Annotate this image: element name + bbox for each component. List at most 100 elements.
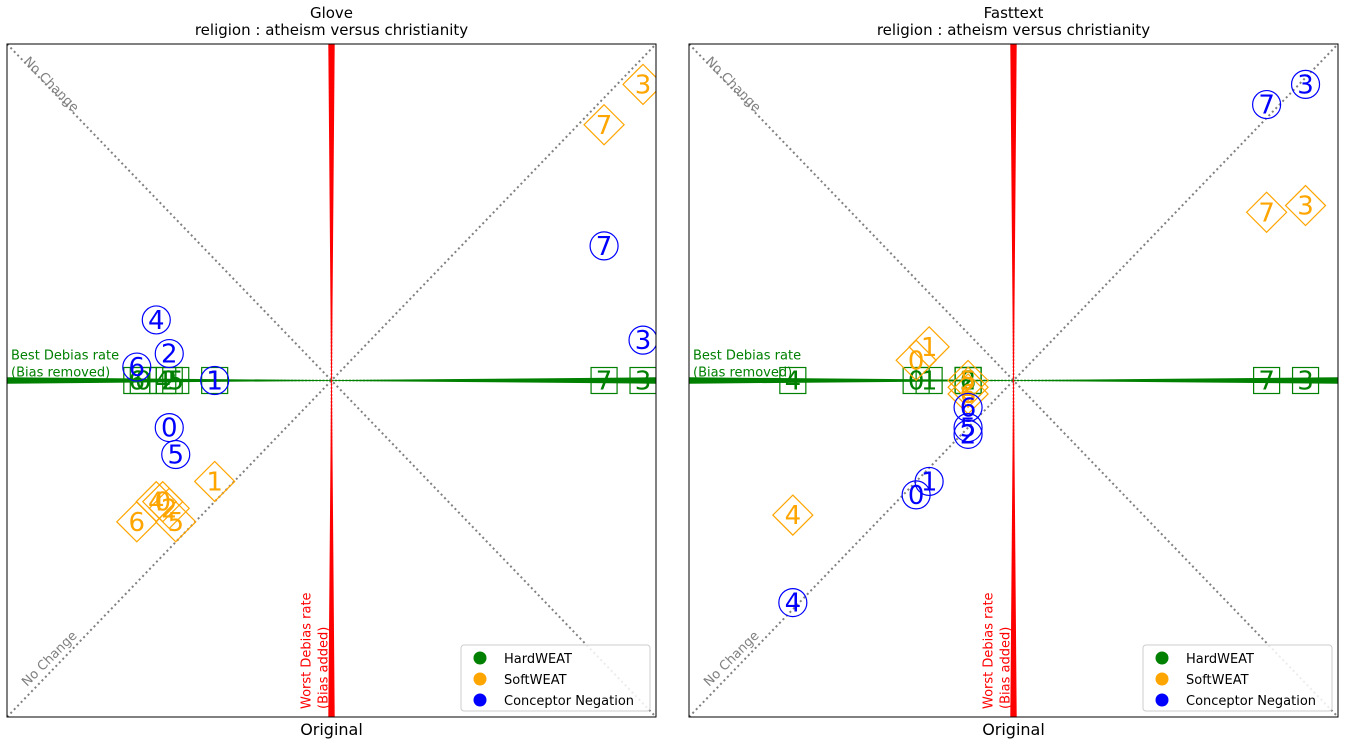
- point-label: 2: [960, 367, 977, 397]
- square-marker: [629, 366, 656, 395]
- data-point: 5: [154, 500, 197, 543]
- point-label: 3: [1297, 367, 1314, 397]
- data-point: 0: [895, 339, 937, 382]
- best-debias-label: Best Debias rate: [11, 349, 119, 364]
- plot-frame: [6, 43, 657, 718]
- point-label: 4: [785, 501, 802, 531]
- circle-marker: [628, 325, 656, 355]
- circle-marker: [141, 305, 171, 335]
- point-label: 5: [167, 441, 184, 471]
- chart-title: Fasttext: [984, 4, 1044, 22]
- data-point: 1: [200, 365, 230, 397]
- diamond-marker: [947, 359, 989, 402]
- data-point: 1: [201, 366, 229, 397]
- diamond-marker: [1284, 184, 1327, 227]
- no-change-line-falling: [7, 44, 656, 717]
- square-marker: [590, 366, 618, 395]
- point-label: 3: [1297, 192, 1314, 222]
- circle-marker: [161, 439, 191, 470]
- data-point: 3: [622, 63, 656, 106]
- worst-debias-label: Worst Debias rate: [982, 592, 997, 709]
- point-label: 3: [1297, 70, 1314, 100]
- square-marker: [162, 366, 190, 395]
- best-debias-note: (Bias removed): [11, 366, 110, 381]
- diamond-marker: [771, 494, 814, 536]
- legend: HardWEAT SoftWEAT Conceptor Negation: [460, 644, 651, 712]
- square-marker: [779, 366, 807, 395]
- point-label: 1: [206, 467, 223, 497]
- no-change-label-bottom: No Change: [701, 629, 762, 690]
- no-change-label-top: No Change: [702, 54, 763, 115]
- diamond-marker: [154, 500, 197, 543]
- circle-marker: [154, 338, 184, 369]
- data-point: 4: [771, 494, 814, 536]
- point-label: 3: [635, 70, 652, 100]
- circle-marker: [953, 419, 983, 449]
- point-label: 6: [129, 353, 146, 383]
- point-label: 6: [960, 393, 977, 423]
- point-label: 6: [960, 367, 977, 397]
- data-point: 1: [908, 326, 950, 368]
- chart-subtitle: religion : atheism versus christianity: [195, 21, 468, 39]
- data-point: 4: [141, 305, 171, 336]
- data-point: 4: [779, 366, 807, 397]
- circle-marker: [1290, 69, 1321, 99]
- data-point: 1: [914, 466, 944, 497]
- square-marker: [123, 366, 151, 395]
- diamond-marker: [1245, 191, 1288, 234]
- point-label: 7: [596, 232, 613, 262]
- square-marker: [1291, 366, 1320, 395]
- legend-swatch: [473, 693, 487, 707]
- data-point: 5: [161, 439, 191, 471]
- point-label: 7: [1258, 198, 1275, 228]
- worst-debias-note: (Bias added): [317, 627, 332, 709]
- data-point: 3: [1291, 366, 1320, 397]
- legend-swatch: [473, 651, 487, 665]
- data-point: 7: [589, 231, 619, 262]
- no-change-line-rising: [7, 44, 656, 717]
- legend-label: SoftWEAT: [1186, 673, 1249, 688]
- point-label: 6: [960, 380, 977, 410]
- data-point: 5: [162, 366, 190, 397]
- circle-marker: [778, 587, 808, 618]
- data-point: 6: [122, 352, 152, 383]
- point-label: 4: [148, 488, 165, 518]
- data-point: 7: [583, 103, 625, 146]
- data-point: 1: [193, 460, 236, 503]
- point-label: 0: [908, 481, 925, 511]
- point-label: 1: [206, 367, 223, 397]
- point-label: 1: [206, 367, 223, 397]
- legend: HardWEAT SoftWEAT Conceptor Negation: [1142, 644, 1333, 712]
- legend-swatch: [1155, 693, 1169, 707]
- point-label: 7: [1258, 367, 1275, 397]
- no-change-line-rising: [689, 44, 1338, 717]
- data-point: 3: [1290, 69, 1321, 100]
- square-marker: [1253, 366, 1281, 395]
- worst-debias-note: (Bias added): [999, 627, 1014, 709]
- data-point: 6: [115, 500, 158, 543]
- circle-marker: [914, 466, 944, 497]
- point-label: 2: [161, 367, 178, 397]
- circle-marker: [953, 392, 983, 423]
- data-point: 7: [1245, 191, 1288, 234]
- legend-box: [1142, 644, 1333, 712]
- legend-label: Conceptor Negation: [1186, 694, 1316, 709]
- point-label: 4: [785, 367, 802, 397]
- no-change-label-bottom: No Change: [19, 629, 80, 690]
- data-point: 7: [590, 366, 618, 397]
- point-label: 3: [635, 326, 652, 356]
- best-debias-label: Best Debias rate: [693, 349, 801, 364]
- point-label: 5: [960, 367, 977, 397]
- diamond-marker: [193, 460, 236, 503]
- square-marker: [201, 366, 229, 395]
- x-axis-label: Original: [982, 720, 1045, 739]
- diamond-marker: [148, 487, 191, 530]
- legend-swatch: [1155, 651, 1169, 665]
- legend-label: HardWEAT: [1186, 652, 1254, 667]
- point-label: 5: [960, 367, 977, 397]
- chart-subtitle: religion : atheism versus christianity: [877, 21, 1150, 39]
